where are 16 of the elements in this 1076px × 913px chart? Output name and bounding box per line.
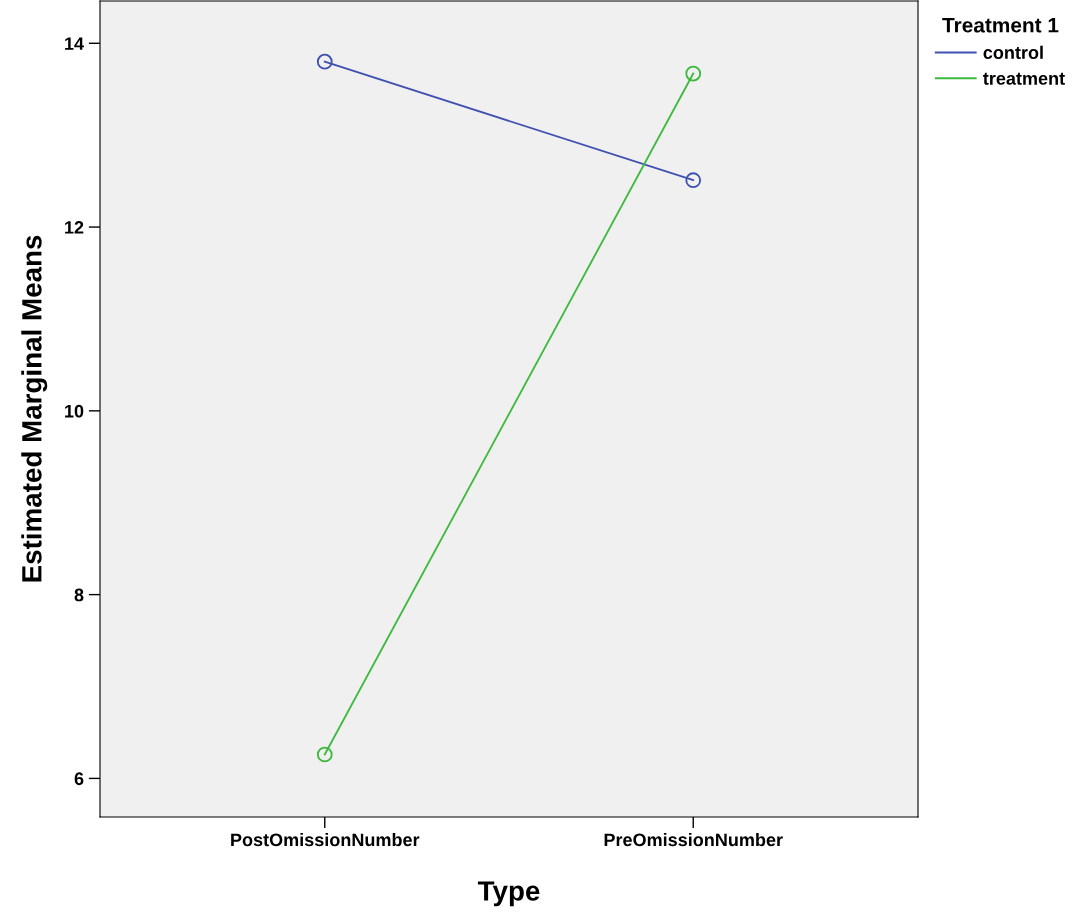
point	[685, 172, 702, 189]
x-tick-label: PostOmissionNumber	[231, 832, 420, 847]
y-tick-label: 12	[65, 220, 84, 234]
x-axis-title: Type	[477, 881, 540, 907]
point	[685, 65, 702, 82]
legend-label: treatment	[983, 72, 1065, 85]
y-tick-label: 10	[65, 404, 84, 418]
y-axis-title: Estimated Marginal Means	[21, 235, 48, 582]
legend-label: control	[983, 45, 1043, 59]
legend-title: Treatment 1	[942, 18, 1059, 33]
x-tick-label: PreOmissionNumber	[604, 832, 783, 847]
y-tick-label: 14	[65, 37, 84, 50]
point	[316, 746, 333, 763]
y-tick-label: 6	[74, 772, 84, 786]
point	[316, 53, 333, 70]
y-tick-label: 8	[74, 588, 84, 602]
